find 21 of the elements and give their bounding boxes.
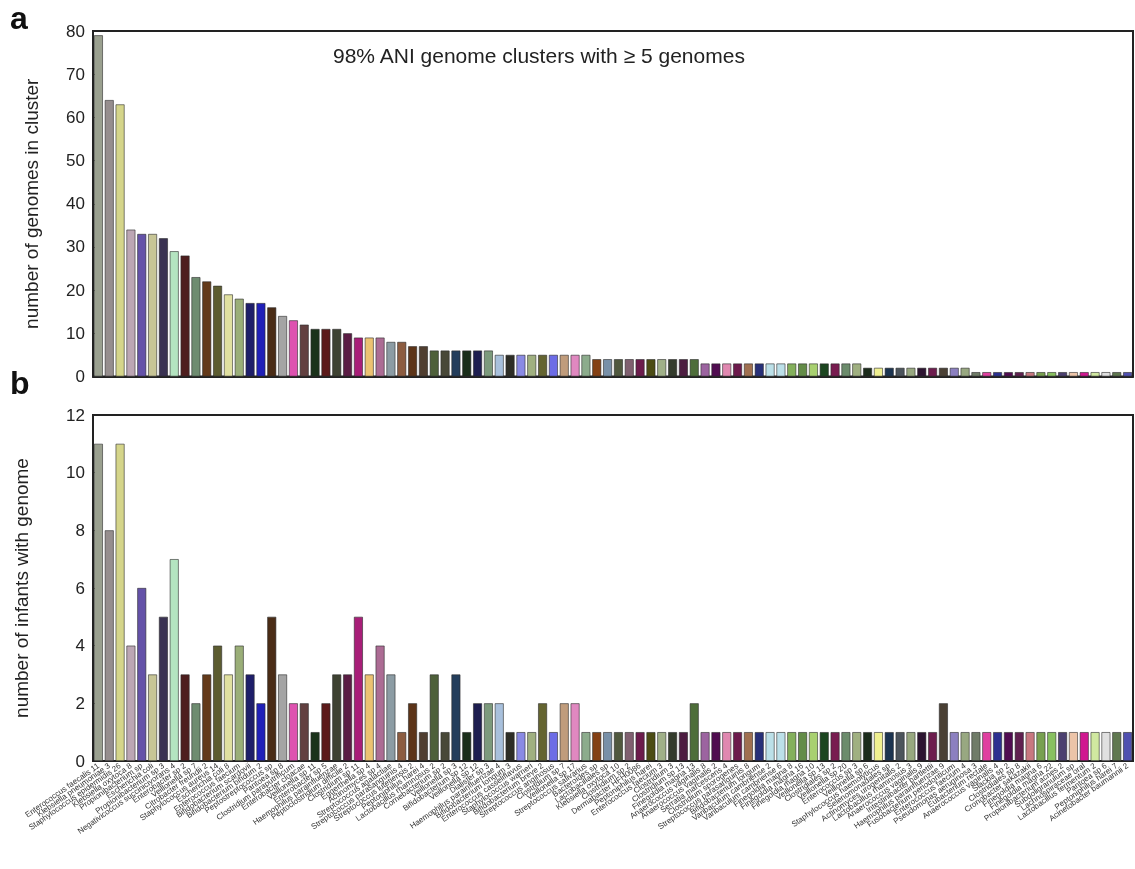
y-tick-label: 4 <box>75 636 85 656</box>
y-tick-label: 10 <box>66 323 85 343</box>
y-tick-label: 60 <box>66 107 85 127</box>
y-tick-label: 10 <box>66 463 85 483</box>
y-axis-title: number of infants with genome <box>11 458 32 718</box>
y-tick-label: 0 <box>75 367 85 386</box>
y-tick-label: 6 <box>75 578 85 598</box>
y-tick-label: 0 <box>75 751 85 771</box>
text: 98% ANI genome clusters with ≥ 5 genomes <box>333 44 745 67</box>
y-axis-title: number of genomes in cluster <box>21 77 42 329</box>
y-tick-label: 8 <box>75 520 85 540</box>
y-tick-label: 40 <box>66 194 85 214</box>
text: a <box>10 0 28 36</box>
y-tick-label: 2 <box>75 693 85 713</box>
y-tick-label: 12 <box>66 405 85 425</box>
text: b <box>10 365 30 401</box>
y-tick-label: 80 <box>66 21 85 41</box>
y-tick-label: 70 <box>66 64 85 84</box>
y-tick-label: 30 <box>66 237 85 257</box>
y-tick-label: 20 <box>66 280 85 300</box>
y-tick-label: 50 <box>66 151 85 171</box>
